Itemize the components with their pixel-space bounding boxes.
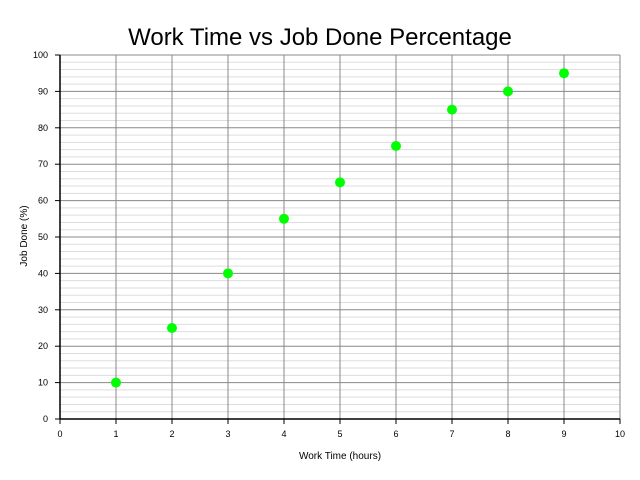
- x-axis-label: Work Time (hours): [299, 451, 381, 462]
- y-axis-label: Job Done (%): [19, 205, 30, 266]
- data-points: [111, 68, 569, 388]
- x-tick-label: 5: [337, 429, 342, 439]
- y-tick-label: 40: [38, 268, 48, 278]
- y-tick-label: 90: [38, 86, 48, 96]
- data-point: [391, 141, 401, 151]
- data-point: [447, 104, 457, 115]
- y-tick-label: 20: [38, 341, 48, 351]
- data-point: [503, 86, 513, 97]
- x-tick-label: 9: [561, 429, 566, 439]
- y-tick-label: 50: [38, 232, 48, 242]
- x-tick-label: 1: [113, 429, 118, 439]
- x-tick-label: 10: [615, 429, 625, 439]
- data-point: [223, 268, 233, 279]
- x-tick-label: 0: [57, 429, 62, 439]
- x-tick-label: 7: [449, 429, 454, 439]
- y-tick-label: 60: [38, 196, 48, 206]
- x-tick-label: 4: [281, 429, 286, 439]
- y-tick-label: 10: [38, 378, 48, 388]
- y-tick-label: 80: [38, 123, 48, 133]
- chart-title: Work Time vs Job Done Percentage: [128, 24, 512, 51]
- x-tick-label: 2: [169, 429, 174, 439]
- data-point: [335, 177, 345, 188]
- data-point: [167, 323, 177, 333]
- x-tick-label: 6: [393, 429, 398, 439]
- y-tick-label: 100: [33, 50, 48, 60]
- x-tick-label: 8: [505, 429, 510, 439]
- grid: [59, 54, 621, 420]
- data-point: [559, 68, 569, 79]
- data-point: [279, 213, 289, 224]
- x-tick-label: 3: [225, 429, 230, 439]
- y-tick-label: 70: [38, 159, 48, 169]
- data-point: [111, 377, 121, 388]
- y-tick-label: 0: [43, 414, 48, 424]
- y-tick-label: 30: [38, 305, 48, 315]
